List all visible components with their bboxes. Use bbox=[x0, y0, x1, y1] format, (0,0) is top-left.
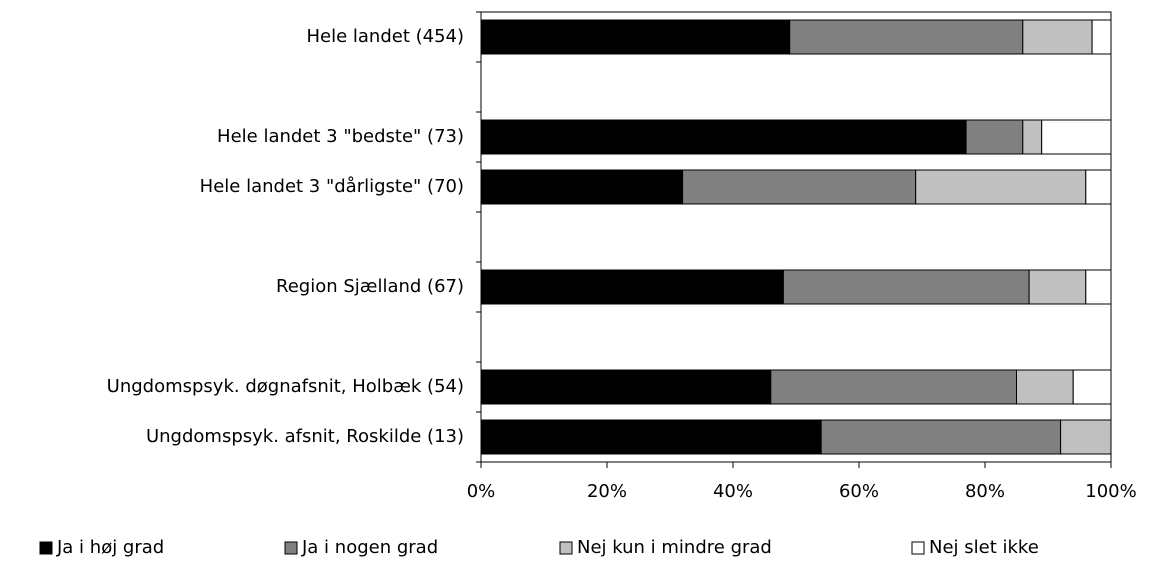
bar-segment bbox=[1060, 419, 1112, 455]
legend-swatch bbox=[559, 541, 573, 555]
legend-swatch bbox=[39, 541, 53, 555]
bar-segment bbox=[480, 269, 784, 305]
bar-segment bbox=[480, 19, 791, 55]
y-tick-label: Hele landet 3 "dårligste" (70) bbox=[200, 176, 464, 197]
x-tick-label: 0% bbox=[467, 481, 496, 502]
bar-segment bbox=[1072, 369, 1112, 405]
y-tick-label: Hele landet 3 "bedste" (73) bbox=[217, 126, 464, 147]
legend-label: Ja i høj grad bbox=[56, 537, 164, 558]
bar-segment bbox=[480, 419, 822, 455]
y-tick-label: Region Sjælland (67) bbox=[276, 276, 464, 297]
bar-segment bbox=[965, 119, 1024, 155]
x-tick-label: 80% bbox=[965, 481, 1005, 502]
bar-segment bbox=[915, 169, 1087, 205]
bar-segment bbox=[480, 119, 967, 155]
bar-segment bbox=[682, 169, 917, 205]
x-tick-label: 100% bbox=[1085, 481, 1136, 502]
bar-segment bbox=[770, 369, 1017, 405]
bar-segment bbox=[1016, 369, 1074, 405]
plot-frame bbox=[480, 11, 1112, 463]
x-tick-label: 40% bbox=[713, 481, 753, 502]
legend-label: Nej slet ikke bbox=[929, 537, 1039, 558]
bar-segment bbox=[1028, 269, 1087, 305]
x-tick-label: 20% bbox=[587, 481, 627, 502]
bar-segment bbox=[782, 269, 1030, 305]
bar-segment bbox=[480, 369, 772, 405]
bar-segment bbox=[789, 19, 1024, 55]
bar-segment bbox=[1085, 269, 1112, 305]
legend-label: Ja i nogen grad bbox=[301, 537, 438, 558]
bar-segment bbox=[1041, 119, 1112, 155]
y-tick-label: Hele landet (454) bbox=[306, 26, 464, 47]
legend-swatch bbox=[911, 541, 925, 555]
y-tick-label: Ungdomspsyk. døgnafsnit, Holbæk (54) bbox=[107, 376, 464, 397]
legend-label: Nej kun i mindre grad bbox=[577, 537, 772, 558]
bar-segment bbox=[1022, 19, 1093, 55]
bar-segment bbox=[1022, 119, 1043, 155]
bar-segment bbox=[1091, 19, 1112, 55]
bar-segment bbox=[1085, 169, 1112, 205]
bar-segment bbox=[480, 169, 684, 205]
y-tick-label: Ungdomspsyk. afsnit, Roskilde (13) bbox=[146, 426, 464, 447]
legend-swatch bbox=[284, 541, 298, 555]
bar-segment bbox=[820, 419, 1062, 455]
x-tick-label: 60% bbox=[839, 481, 879, 502]
